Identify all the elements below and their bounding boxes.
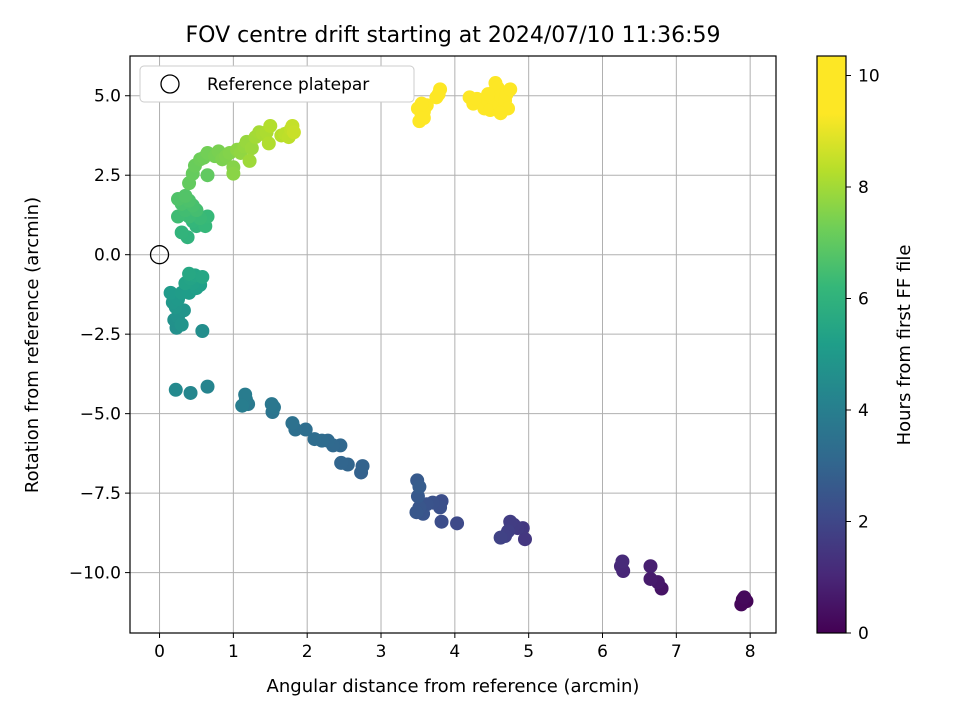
data-point xyxy=(242,153,257,168)
data-point xyxy=(174,317,189,332)
colorbar-tick-label: 4 xyxy=(858,401,869,421)
colorbar-label: Hours from first FF file xyxy=(894,245,915,446)
x-tick-label: 6 xyxy=(597,642,608,662)
data-point xyxy=(244,141,259,156)
plot-frame xyxy=(129,55,777,634)
y-tick-label: −2.5 xyxy=(80,325,121,345)
data-point xyxy=(503,82,518,97)
y-tick-label: 0.0 xyxy=(94,246,121,266)
data-point xyxy=(286,125,301,140)
data-point xyxy=(195,269,210,284)
data-point xyxy=(200,168,215,183)
data-point xyxy=(285,416,300,431)
legend-entry-reference: Reference platepar xyxy=(207,75,369,95)
x-tick-label: 4 xyxy=(449,642,460,662)
data-point xyxy=(182,266,197,281)
colorbar-tick-label: 0 xyxy=(858,624,869,644)
data-point xyxy=(298,422,313,437)
x-tick-label: 0 xyxy=(154,642,165,662)
x-tick-label: 3 xyxy=(376,642,387,662)
y-axis-ticks: 5.0 2.5 0.0 −2.5 −5.0 −7.5 −10.0 xyxy=(69,87,130,584)
legend-box xyxy=(139,65,415,103)
reference-marker xyxy=(149,245,170,265)
x-tick-label: 7 xyxy=(671,642,682,662)
data-point xyxy=(264,397,279,412)
data-point xyxy=(195,323,210,338)
y-tick-label: −10.0 xyxy=(69,564,121,584)
data-point xyxy=(450,516,465,531)
data-point xyxy=(434,514,449,529)
data-point xyxy=(469,91,484,106)
x-axis-label: Angular distance from reference (arcmin) xyxy=(267,676,640,697)
data-point xyxy=(307,432,322,447)
data-point xyxy=(493,530,508,545)
data-point xyxy=(412,479,427,494)
data-point xyxy=(615,554,630,569)
data-point xyxy=(493,106,508,121)
y-tick-label: 5.0 xyxy=(94,87,121,107)
x-tick-label: 1 xyxy=(228,642,239,662)
data-point xyxy=(481,87,496,102)
x-tick-label: 2 xyxy=(302,642,313,662)
legend-marker-icon xyxy=(160,74,180,94)
data-point xyxy=(168,382,183,397)
y-tick-label: −7.5 xyxy=(80,484,121,504)
data-point xyxy=(235,398,250,413)
reference-point-marker xyxy=(149,245,170,265)
colorbar-tick-label: 2 xyxy=(858,513,869,533)
colorbar-tick-label: 6 xyxy=(858,290,869,310)
data-point xyxy=(178,188,193,203)
colorbar-tick-label: 8 xyxy=(858,178,869,198)
data-point xyxy=(517,532,532,547)
data-point xyxy=(200,379,215,394)
data-point xyxy=(174,225,189,240)
data-point xyxy=(416,110,431,125)
scatter-plot-area: 0 1 2 3 4 5 6 7 8 5.0 2.5 0.0 −2.5 −5.0 −7.5 −10.0 xyxy=(69,55,777,662)
chart-title: FOV centre drift starting at 2024/07/10 … xyxy=(186,23,721,48)
colorbar: 0 2 4 6 8 10 Hours from first FF file xyxy=(816,55,915,644)
data-point xyxy=(163,285,178,300)
data-point xyxy=(643,559,658,574)
legend: Reference platepar xyxy=(139,65,415,103)
data-point xyxy=(409,505,424,520)
colorbar-tick-label: 10 xyxy=(858,67,880,87)
y-axis-label: Rotation from reference (arcmin) xyxy=(22,197,43,493)
data-point xyxy=(238,387,253,402)
data-point xyxy=(737,590,752,605)
colorbar-gradient xyxy=(816,55,847,634)
grid-lines xyxy=(130,56,776,633)
data-point xyxy=(183,385,198,400)
y-tick-label: 2.5 xyxy=(94,166,121,186)
x-axis-ticks: 0 1 2 3 4 5 6 7 8 xyxy=(154,633,756,662)
data-point xyxy=(261,136,276,151)
data-point xyxy=(263,118,278,133)
data-point xyxy=(414,96,429,111)
data-point xyxy=(334,455,349,470)
x-tick-label: 5 xyxy=(523,642,534,662)
data-point xyxy=(355,459,370,474)
y-tick-label: −5.0 xyxy=(80,405,121,425)
x-tick-label: 8 xyxy=(745,642,756,662)
data-point xyxy=(226,166,241,181)
data-points xyxy=(163,76,754,612)
data-point xyxy=(643,571,658,586)
colorbar-ticks: 0 2 4 6 8 10 xyxy=(846,67,880,644)
data-point xyxy=(431,87,446,102)
